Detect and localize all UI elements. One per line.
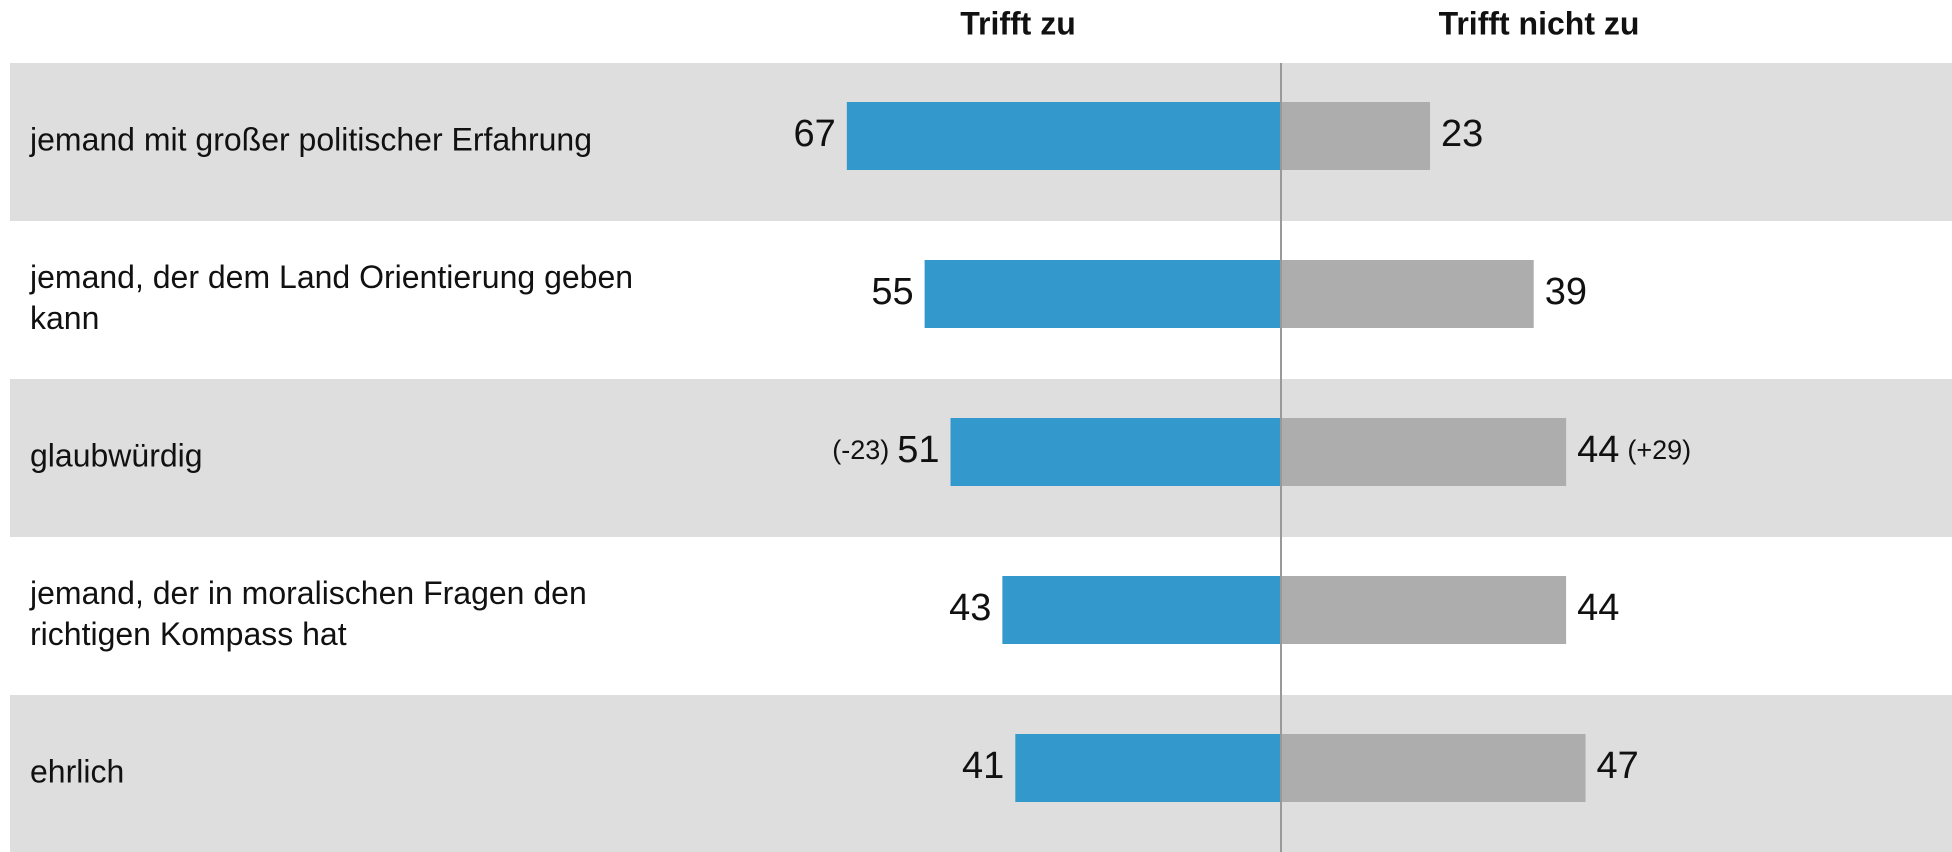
bar [846, 102, 1281, 170]
value-label: 55 [871, 271, 913, 313]
change-note: (-23) [832, 435, 889, 465]
category-label: glaubwürdig [30, 437, 203, 474]
category-label: jemand, der in moralischen Fragen den ri… [30, 575, 587, 652]
category-label: jemand, der dem Land Orientierung geben … [30, 259, 634, 336]
bar [1281, 102, 1431, 170]
category-label: jemand mit großer politischer Erfahrung [30, 121, 593, 158]
category-label: ehrlich [30, 753, 125, 790]
change-note: (+29) [1627, 435, 1691, 465]
bar [1002, 576, 1281, 644]
value-label: 39 [1545, 271, 1587, 313]
bar [1281, 260, 1534, 328]
value-label: 44 [1577, 429, 1619, 471]
bar [1281, 418, 1567, 486]
column-header: Trifft zu [960, 5, 1076, 41]
bar [1281, 576, 1567, 644]
value-label: 41 [962, 745, 1004, 787]
value-label: 51 [897, 429, 939, 471]
bar [1015, 734, 1281, 802]
bar [950, 418, 1281, 486]
value-label: 47 [1597, 745, 1639, 787]
value-label: 43 [949, 587, 991, 629]
value-label: 23 [1441, 113, 1483, 155]
bar [924, 260, 1281, 328]
column-header: Trifft nicht zu [1439, 5, 1640, 41]
value-label: 44 [1577, 587, 1619, 629]
value-label: 67 [794, 113, 836, 155]
row-band [10, 695, 1952, 852]
bar [1281, 734, 1586, 802]
